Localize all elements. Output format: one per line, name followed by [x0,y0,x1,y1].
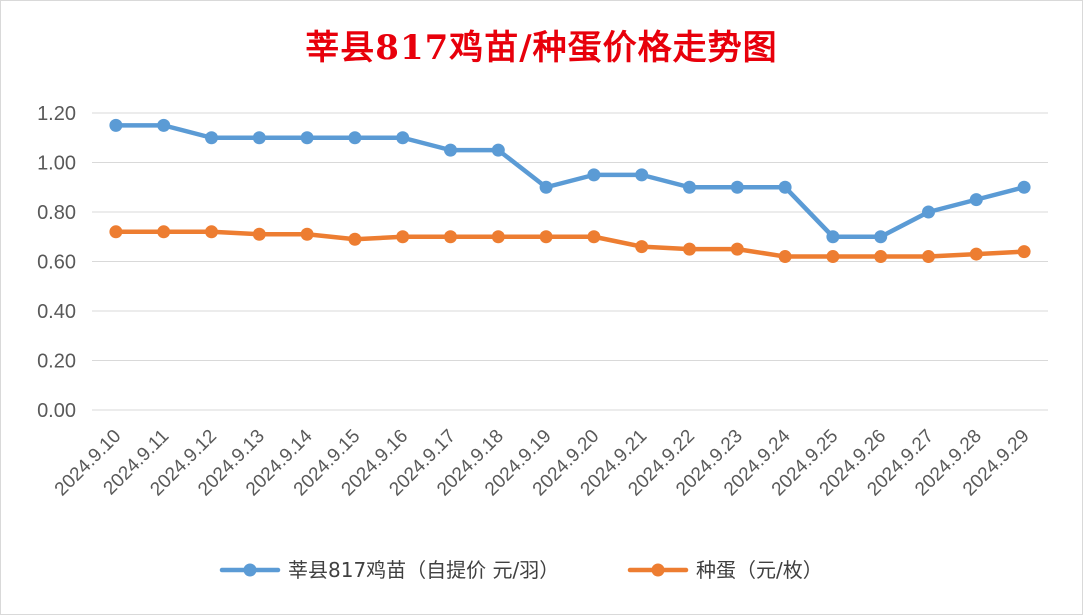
series-2 [109,225,1031,264]
data-point [1017,245,1031,259]
data-point [300,131,314,145]
data-point [539,230,553,244]
data-point [396,230,410,244]
y-tick-label: 0.40 [37,301,76,323]
gridlines [92,112,1048,411]
data-point [157,118,171,132]
y-tick-label: 0.00 [37,400,76,422]
data-point [444,230,457,244]
data-point [1017,180,1031,194]
data-point [252,131,266,145]
data-point [587,230,601,244]
legend-marker [651,563,665,577]
legend-item: 种蛋（元/枚） [627,558,823,582]
data-point [252,227,266,241]
chart-title: 莘县817鸡苗/种蛋价格走势图 [305,28,778,68]
data-point [396,131,410,145]
series-line [113,123,1027,239]
x-axis-tick-labels: 2024.9.102024.9.112024.9.122024.9.132024… [51,425,1034,500]
data-point [683,242,696,256]
data-point [157,225,171,239]
series-line [113,229,1027,259]
data-point [587,168,601,182]
data-point [109,225,123,239]
y-tick-label: 0.20 [37,351,76,373]
data-point [922,250,935,264]
data-point [491,230,505,244]
data-point [491,143,505,157]
y-tick-label: 1.20 [37,103,76,125]
data-point [444,143,457,157]
y-tick-label: 0.80 [37,202,76,224]
data-point [683,180,696,194]
series-1 [109,118,1031,244]
y-tick-label: 0.60 [37,252,76,274]
data-point [348,131,362,145]
data-point [348,232,362,246]
legend-label: 莘县817鸡苗（自提价 元/羽） [288,558,559,582]
legend-marker [243,563,257,577]
data-point [826,250,840,264]
data-point [205,225,218,239]
data-point [205,131,218,145]
data-point [969,247,983,261]
data-point [730,180,744,194]
data-point [635,168,649,182]
data-point [874,230,888,244]
legend-item: 莘县817鸡苗（自提价 元/羽） [219,558,559,582]
data-point [539,180,553,194]
data-point [826,230,840,244]
data-point [969,193,983,207]
legend-label: 种蛋（元/枚） [696,558,823,582]
data-point [922,205,935,219]
legend: 莘县817鸡苗（自提价 元/羽） 种蛋（元/枚） [219,558,823,582]
data-point [730,242,744,256]
data-point [778,180,792,194]
data-point [300,227,314,241]
y-axis-tick-labels: 0.00 0.20 0.40 0.60 0.80 1.00 1.20 [37,103,76,422]
data-point [109,118,123,132]
data-point [635,240,649,254]
data-point [778,250,792,264]
series-lines [109,118,1031,264]
data-point [874,250,888,264]
y-tick-label: 1.00 [37,153,76,175]
